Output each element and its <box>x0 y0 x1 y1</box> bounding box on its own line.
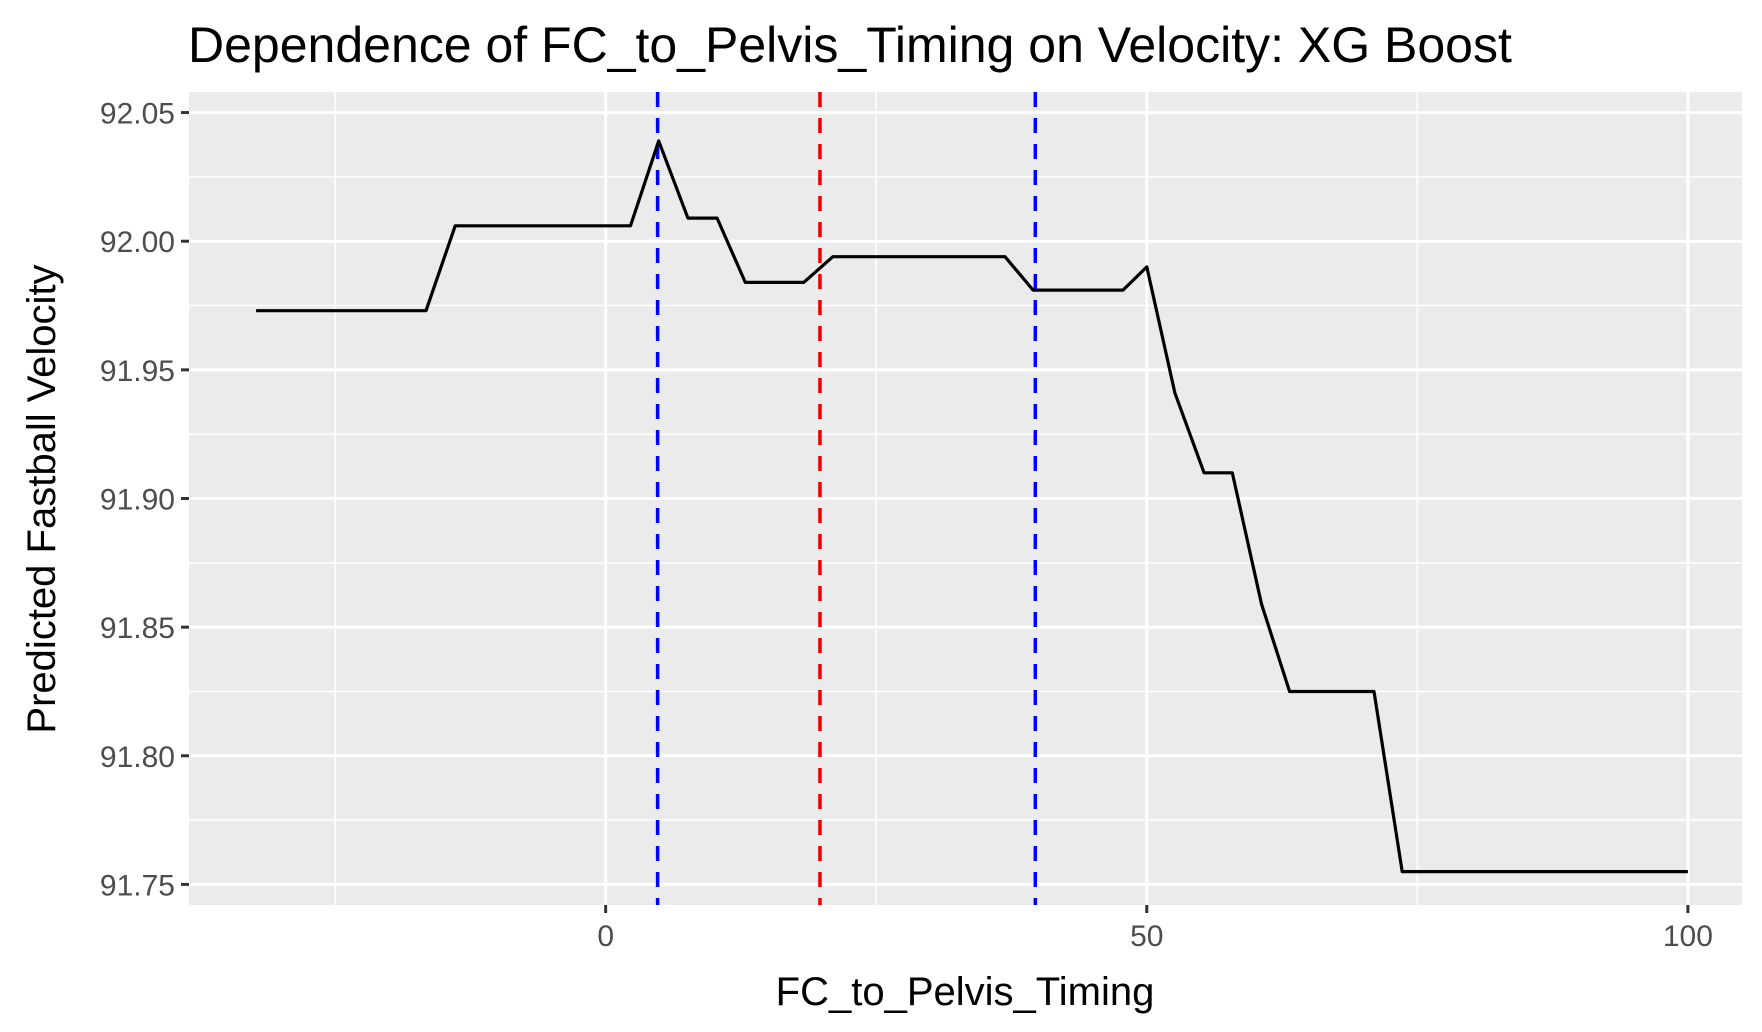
y-tick-label: 91.95 <box>100 355 175 388</box>
y-tick-label: 92.00 <box>100 226 175 259</box>
major-gridlines <box>189 92 1742 905</box>
x-tick-label: 50 <box>1130 920 1163 953</box>
y-tick-label: 91.85 <box>100 612 175 645</box>
y-tick-label: 91.80 <box>100 741 175 774</box>
y-tick-label: 92.05 <box>100 98 175 131</box>
x-tick-label: 100 <box>1663 920 1713 953</box>
y-tick-label: 91.90 <box>100 484 175 517</box>
reference-lines <box>655 92 1038 905</box>
series-line <box>256 139 1688 874</box>
x-axis-ticks: 0 50 100 <box>597 905 1713 953</box>
y-axis-ticks: 91.75 91.80 91.85 91.90 91.95 92.00 92.05 <box>100 98 189 902</box>
x-axis-title: FC_to_Pelvis_Timing <box>776 970 1155 1014</box>
y-tick-label: 91.75 <box>100 869 175 902</box>
chart-title: Dependence of FC_to_Pelvis_Timing on Vel… <box>188 17 1512 73</box>
x-tick-label: 0 <box>597 920 614 953</box>
y-axis-title: Predicted Fastball Velocity <box>20 264 64 733</box>
